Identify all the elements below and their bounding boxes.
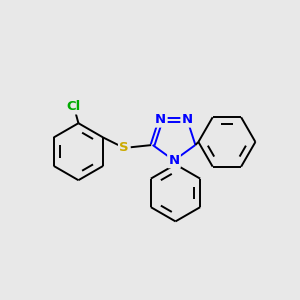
Text: N: N	[155, 113, 166, 126]
Text: S: S	[119, 142, 129, 154]
Text: N: N	[168, 154, 180, 167]
Text: N: N	[182, 113, 193, 126]
Text: Cl: Cl	[67, 100, 81, 113]
